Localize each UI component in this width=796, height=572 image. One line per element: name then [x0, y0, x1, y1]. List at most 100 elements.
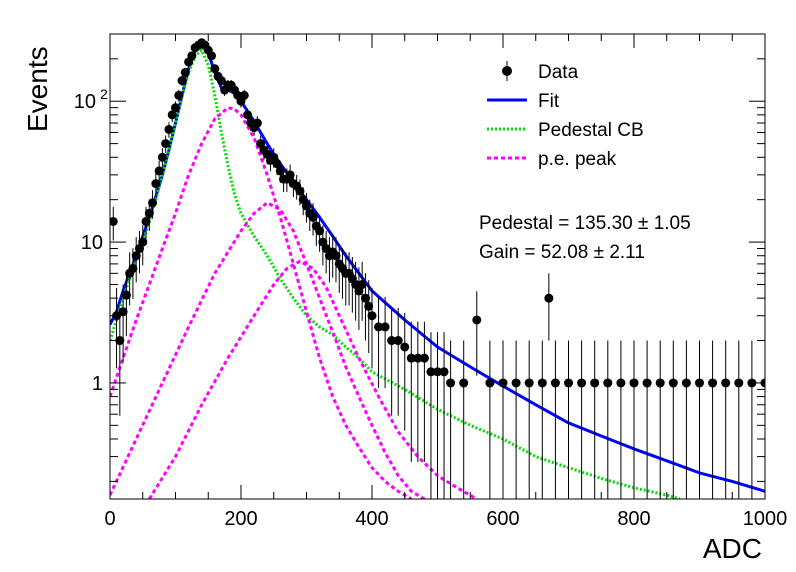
data-point — [616, 378, 626, 388]
data-point — [187, 51, 197, 61]
data-point — [498, 378, 508, 388]
data-point — [655, 378, 665, 388]
data-point — [642, 378, 652, 388]
y-tick-exponent: 2 — [100, 86, 108, 102]
data-point — [681, 378, 691, 388]
data-point — [177, 76, 187, 86]
fit-annotations: Pedestal = 135.30 ± 1.05 Gain = 52.08 ± 2… — [479, 213, 691, 263]
x-tick-label: 200 — [224, 508, 257, 530]
data-point — [393, 336, 403, 346]
data-point — [157, 152, 167, 162]
x-tick-label: 600 — [486, 508, 519, 530]
data-point — [174, 90, 184, 100]
x-tick-label: 1000 — [743, 508, 788, 530]
data-point — [734, 378, 744, 388]
data-point — [367, 311, 377, 321]
data-point — [144, 208, 154, 218]
data-point — [151, 179, 161, 189]
data-point — [426, 367, 436, 377]
data-point — [564, 378, 573, 388]
data-point — [138, 237, 148, 247]
data-point — [550, 378, 560, 388]
data-point — [252, 118, 262, 128]
data-point — [180, 67, 190, 77]
data-point — [331, 251, 341, 261]
data-point — [708, 378, 718, 388]
data-point — [511, 378, 521, 388]
data-point — [721, 378, 731, 388]
data-point — [128, 263, 138, 273]
y-tick-label: 10 — [74, 91, 96, 113]
legend-data-label: Data — [538, 62, 579, 83]
data-point — [413, 353, 423, 363]
legend-fit-label: Fit — [538, 91, 560, 112]
x-tick-label: 0 — [104, 508, 115, 530]
data-point — [110, 216, 118, 226]
data-point — [695, 378, 704, 388]
data-point — [374, 322, 384, 332]
data-point — [603, 378, 613, 388]
data-point — [537, 378, 547, 388]
series-p-e-peak-3 — [148, 259, 478, 499]
y-tick-label: 10 — [81, 232, 103, 254]
data-point — [118, 307, 128, 317]
data-point — [210, 64, 220, 74]
data-point — [668, 378, 678, 388]
data-point — [141, 216, 151, 226]
data-point — [629, 378, 639, 388]
data-point — [544, 293, 554, 303]
data-point — [207, 51, 217, 61]
data-point — [439, 367, 449, 377]
data-point — [419, 353, 429, 363]
data-point — [154, 166, 164, 176]
data-point — [302, 201, 311, 211]
data-point — [164, 124, 174, 134]
data-point — [272, 159, 282, 169]
data-point — [357, 279, 367, 289]
x-tick-label: 800 — [617, 508, 650, 530]
data-point — [115, 336, 125, 346]
series-p-e-peak-1 — [110, 106, 413, 499]
data-point — [472, 315, 482, 325]
data-point — [239, 90, 249, 100]
data-point — [295, 186, 305, 196]
data-point — [148, 198, 158, 208]
legend-pe-label: p.e. peak — [538, 149, 617, 170]
annotation-gain: Gain = 52.08 ± 2.11 — [479, 242, 645, 263]
data-point — [131, 251, 141, 261]
x-axis-label: ADC — [703, 533, 762, 564]
data-points-layer — [110, 38, 765, 499]
data-point — [364, 301, 374, 311]
data-point — [315, 226, 325, 236]
data-point — [360, 293, 370, 303]
y-tick-label: 1 — [92, 373, 103, 395]
data-point — [216, 76, 226, 86]
data-point — [485, 378, 495, 388]
data-point — [121, 290, 131, 300]
x-tick-label: 400 — [355, 508, 388, 530]
data-point — [459, 378, 469, 388]
data-point — [171, 103, 180, 113]
legend-ped-label: Pedestal CB — [538, 120, 644, 141]
data-point — [387, 336, 397, 346]
data-point — [446, 378, 456, 388]
data-point — [285, 170, 295, 180]
data-point — [161, 139, 171, 149]
data-point — [406, 353, 416, 363]
y-axis-label: Events — [22, 46, 53, 132]
annotation-pedestal: Pedestal = 135.30 ± 1.05 — [479, 213, 691, 234]
data-point — [243, 110, 253, 120]
data-point — [590, 378, 600, 388]
data-point — [380, 322, 390, 332]
data-point — [275, 166, 285, 176]
data-point — [577, 378, 587, 388]
data-point — [400, 342, 410, 352]
legend: Data Fit Pedestal CB p.e. peak — [487, 61, 644, 170]
legend-data-marker — [502, 66, 512, 76]
data-point — [433, 367, 442, 377]
data-point — [308, 212, 318, 222]
data-point — [524, 378, 534, 388]
